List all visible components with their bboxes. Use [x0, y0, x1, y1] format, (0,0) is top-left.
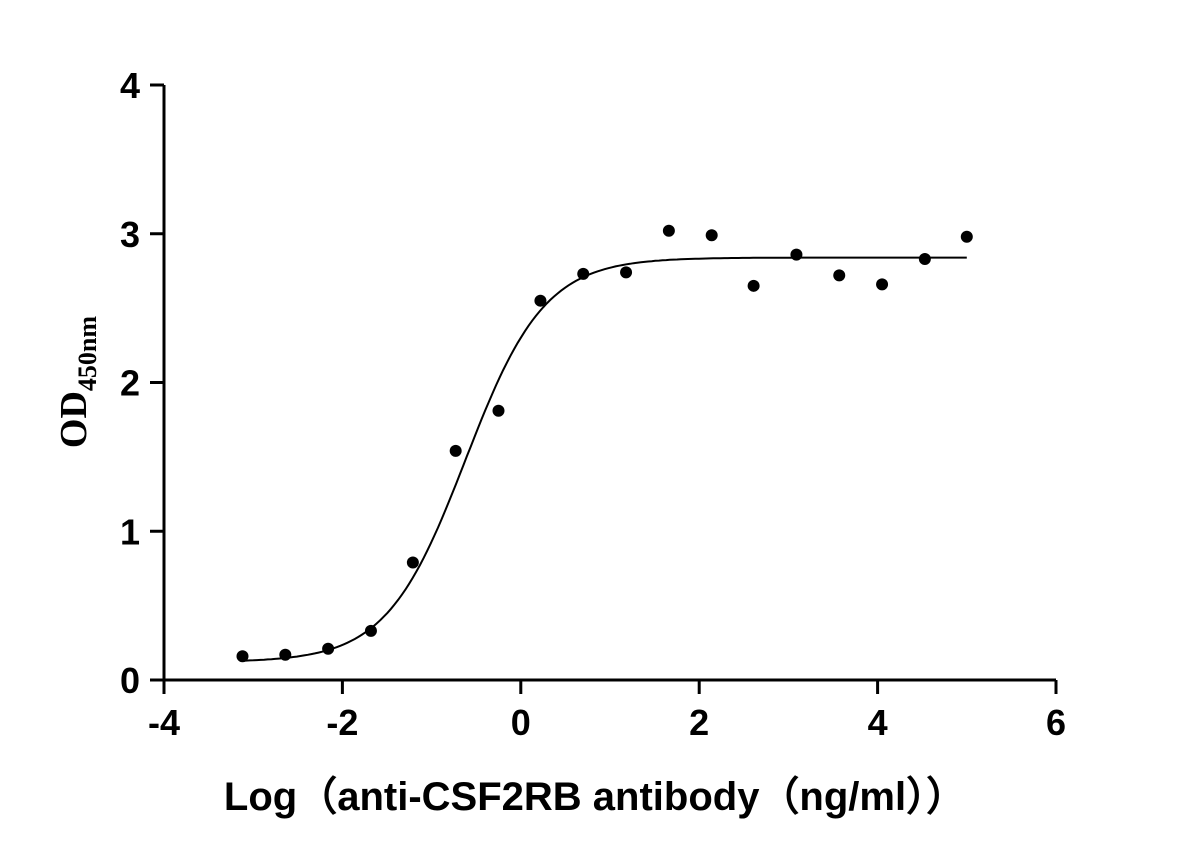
- x-tick-label: 0: [511, 702, 531, 743]
- data-point: [705, 229, 718, 242]
- data-point: [236, 650, 249, 663]
- x-tick-label: -2: [326, 702, 358, 743]
- data-point: [279, 648, 292, 661]
- fit-curve: [242, 256, 967, 662]
- y-axis-label: OD450nm: [53, 316, 102, 448]
- data-point: [406, 556, 419, 569]
- data-point: [918, 253, 931, 266]
- data-point: [876, 278, 889, 291]
- y-tick-label: 2: [120, 363, 140, 404]
- x-tick-label: 4: [868, 702, 888, 743]
- data-point: [364, 624, 377, 637]
- data-point: [747, 279, 760, 292]
- data-point: [492, 404, 505, 417]
- data-point: [577, 267, 590, 280]
- x-axis-label: Log（anti-CSF2RB antibody（ng/ml））: [224, 775, 966, 819]
- data-point: [449, 444, 462, 457]
- data-point: [790, 248, 803, 261]
- axes: -4 -2 0 2 4 6 0 1 2 3 4: [120, 65, 1066, 743]
- x-tick-label: 6: [1046, 702, 1066, 743]
- data-point: [833, 269, 846, 282]
- data-points: [236, 224, 973, 663]
- data-point: [960, 230, 973, 243]
- y-tick-label: 4: [120, 65, 140, 106]
- x-tick-label: -4: [148, 702, 180, 743]
- data-point: [322, 642, 335, 655]
- y-tick-label: 0: [120, 660, 140, 701]
- x-tick-label: 2: [689, 702, 709, 743]
- data-point: [662, 224, 675, 237]
- data-point: [620, 266, 633, 279]
- y-tick-label: 3: [120, 214, 140, 255]
- data-point: [534, 294, 547, 307]
- y-tick-label: 1: [120, 511, 140, 552]
